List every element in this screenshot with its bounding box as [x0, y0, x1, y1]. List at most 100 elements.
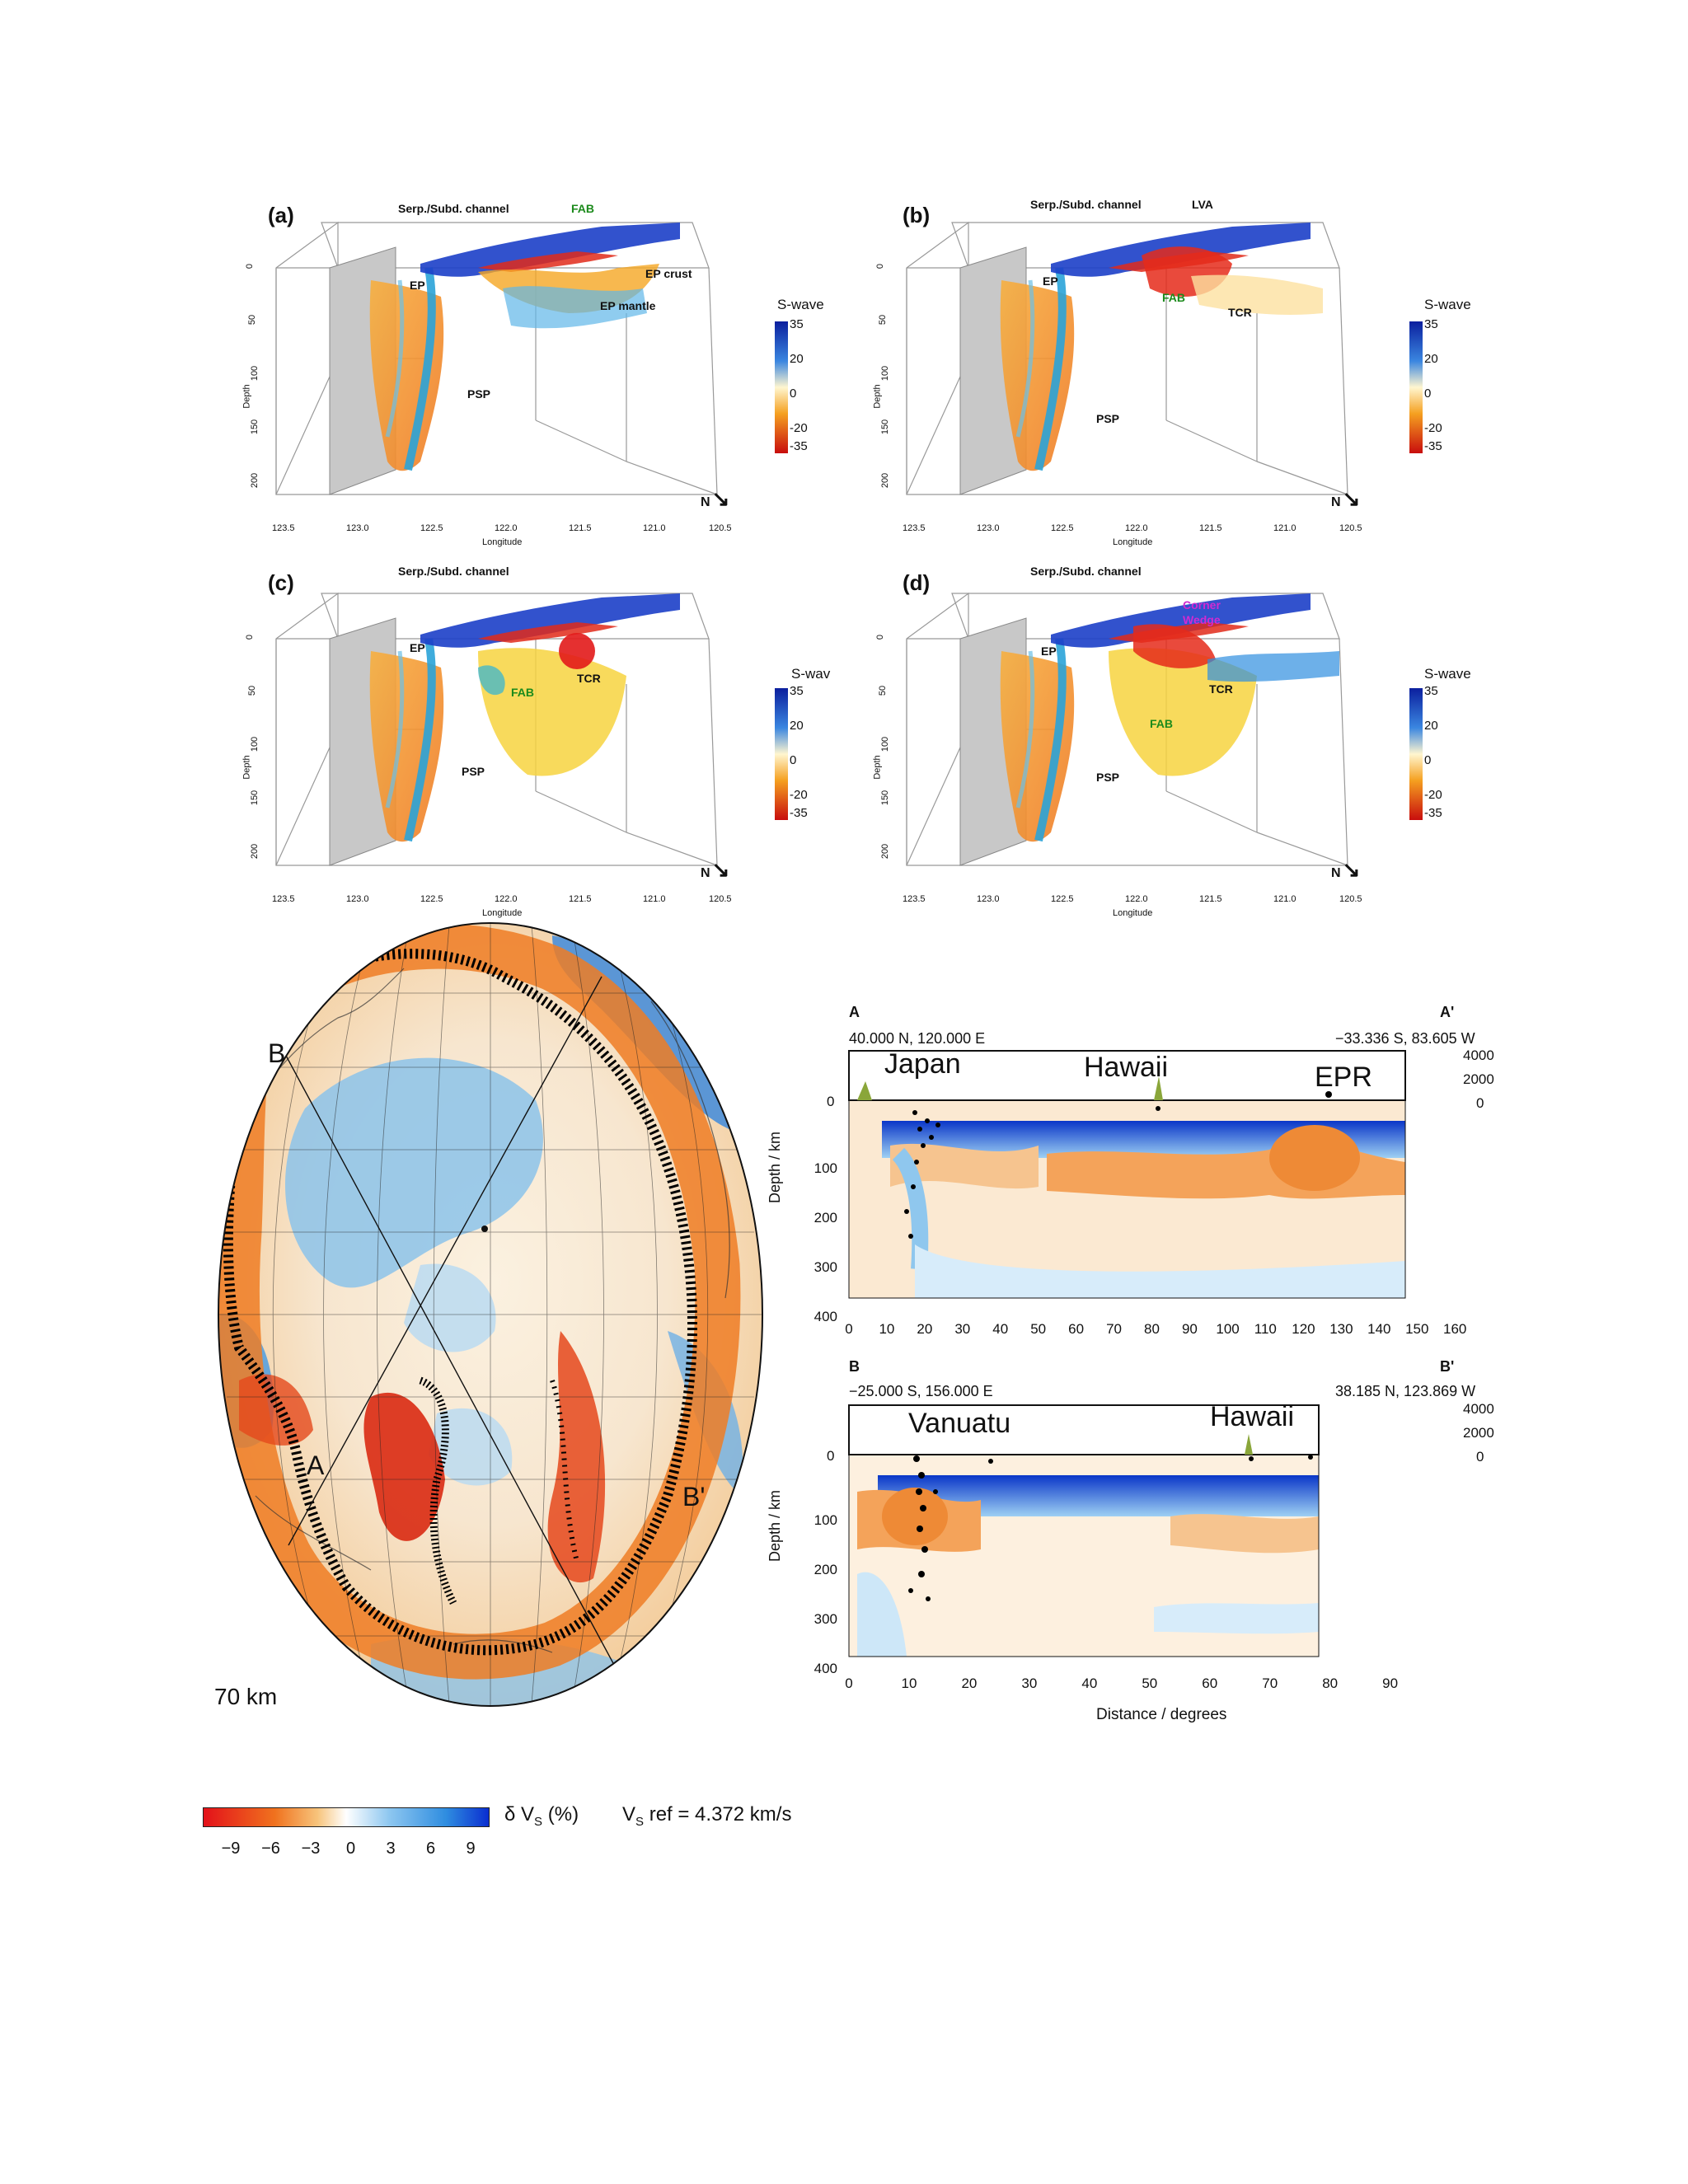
longitude-axis-label: Longitude: [482, 537, 523, 547]
longitude-tick: 121.5: [569, 523, 592, 533]
x-tick-label: 110: [1254, 1321, 1277, 1337]
x-tick-label: 10: [879, 1321, 895, 1337]
section-b-label-vanuatu: Vanuatu: [908, 1408, 1011, 1439]
vs-colorbar-label: δ VS (%): [504, 1803, 579, 1829]
section-b-label-hawaii: Hawaii: [1210, 1401, 1295, 1432]
fab-label-b: FAB: [1162, 291, 1185, 304]
x-tick-label: 150: [1405, 1321, 1429, 1337]
depth-tick: 100: [880, 365, 891, 382]
panel-c: [276, 593, 717, 865]
x-tick-label: 160: [1443, 1321, 1467, 1337]
cbar3d-ticks-b: 35 20 0 -20 -35: [1424, 317, 1442, 453]
colorbar-tick-label: −9: [221, 1840, 241, 1858]
section-b-elev-ticks: 4000 2000 0: [1463, 1401, 1494, 1465]
section-b-xticks: 0 10 20 30 40 50 60 70 80 90: [0, 1675, 1688, 1695]
longitude-tick: 123.5: [272, 894, 295, 904]
north-arrow: N↘: [1331, 857, 1360, 883]
cbar3d-ticks-a: 35 20 0 -20 -35: [790, 317, 808, 453]
longitude-tick: 121.5: [1199, 523, 1222, 533]
panel-label-a: (a): [268, 203, 294, 227]
north-label: N: [701, 866, 710, 880]
x-tick-label: 30: [954, 1321, 971, 1337]
section-b-depth-ticks: 100 200 300 400: [814, 1512, 837, 1676]
north-label: N: [1331, 495, 1341, 509]
depth-tick: 50: [878, 685, 889, 696]
longitude-tick: 120.5: [1339, 523, 1362, 533]
north-arrow: N↘: [701, 857, 729, 883]
serp-label-b: Serp./Subd. channel: [1030, 198, 1142, 211]
longitude-tick: 122.0: [495, 523, 518, 533]
x-tick-label: 120: [1292, 1321, 1315, 1337]
x-tick-label: 100: [1216, 1321, 1240, 1337]
longitude-tick: 121.5: [1199, 894, 1222, 904]
section-a-end: A': [1440, 1004, 1455, 1020]
swave-label-a: S-wave: [777, 297, 824, 312]
psp-label-b: PSP: [1096, 412, 1120, 425]
longitude-tick: 123.5: [272, 523, 295, 533]
serp-label-d: Serp./Subd. channel: [1030, 565, 1142, 578]
depth-tick: 100: [250, 736, 260, 752]
panel-label-c: (c): [268, 570, 294, 595]
ep-crust-label: EP crust: [645, 267, 692, 280]
depth-tick: 0: [875, 263, 886, 269]
cbar3d-ticks-d: 35 20 0 -20 -35: [1424, 684, 1442, 820]
lva-label-b: LVA: [1192, 198, 1213, 211]
x-tick-label: 0: [845, 1321, 853, 1337]
x-tick-label: 80: [1144, 1321, 1160, 1337]
section-b-zero: 0: [827, 1448, 835, 1464]
depth-tick: 100: [880, 736, 891, 752]
longitude-tick: 120.5: [1339, 894, 1362, 904]
arrow-down-right-icon: ↘: [1342, 486, 1361, 511]
x-tick-label: 40: [992, 1321, 1009, 1337]
longitude-tick: 121.5: [569, 894, 592, 904]
depth-tick: 200: [880, 472, 891, 489]
x-tick-label: 20: [917, 1321, 933, 1337]
panel-label-d: (d): [903, 570, 931, 595]
longitude-tick: 121.0: [643, 894, 666, 904]
depth-tick: 50: [247, 685, 258, 696]
longitude-tick: 120.5: [709, 523, 732, 533]
depth-tick: 50: [878, 314, 889, 326]
colorbar-tick-label: 3: [386, 1840, 396, 1858]
arrow-down-right-icon: ↘: [711, 857, 730, 882]
depth-axis-label: Depth: [241, 384, 252, 409]
swave-label-c: S-wav: [791, 666, 831, 682]
x-tick-label: 40: [1081, 1675, 1098, 1691]
longitude-tick: 122.0: [1125, 894, 1148, 904]
vs-colorbar: [203, 1807, 490, 1827]
section-a-ylabel: Depth / km: [767, 1131, 783, 1203]
depth-tick: 200: [880, 843, 891, 860]
x-tick-label: 60: [1068, 1321, 1085, 1337]
north-arrow: N↘: [701, 486, 729, 512]
cross-sections: [848, 1050, 1406, 1657]
longitude-tick: 122.5: [1051, 523, 1074, 533]
section-b-start: B: [849, 1358, 860, 1375]
serp-label-c: Serp./Subd. channel: [398, 565, 509, 578]
depth-axis-label: Depth: [872, 755, 883, 780]
depth-tick: 200: [250, 843, 260, 860]
longitude-tick: 121.0: [643, 523, 666, 533]
section-b-end: B': [1440, 1358, 1455, 1375]
tcr-label-d: TCR: [1209, 682, 1233, 696]
longitude-tick: 123.0: [977, 523, 1000, 533]
section-b-plot: [848, 1404, 1320, 1657]
panel-b: [907, 223, 1348, 494]
panel-a: [276, 223, 717, 494]
depth-tick: 150: [250, 790, 260, 806]
ep-label-a: EP: [410, 279, 425, 292]
depth-tick: 150: [880, 419, 891, 435]
ep-mantle-label: EP mantle: [600, 299, 656, 312]
longitude-axis-label: Longitude: [482, 908, 523, 918]
map-point-b-prime: B': [682, 1482, 706, 1511]
section-a-zero: 0: [827, 1094, 835, 1109]
fab-label-a: FAB: [571, 202, 594, 215]
x-tick-label: 30: [1021, 1675, 1038, 1691]
longitude-tick: 121.0: [1273, 523, 1296, 533]
vs-reference: VS ref = 4.372 km/s: [622, 1803, 792, 1829]
depth-tick: 0: [245, 263, 256, 269]
wedge-label-d: Wedge: [1183, 613, 1221, 626]
fab-label-d: FAB: [1150, 717, 1173, 730]
vs-colorbar-ticks: −9 −6 −3 0 3 6 9: [0, 1840, 1688, 1863]
map-depth-label: 70 km: [214, 1684, 278, 1709]
longitude-axis-label: Longitude: [1113, 537, 1153, 547]
